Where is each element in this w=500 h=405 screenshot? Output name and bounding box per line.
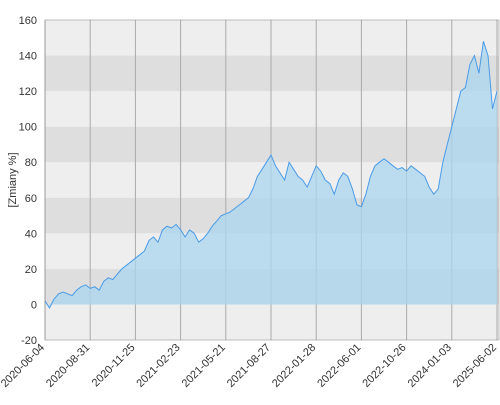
x-tick-label: 2020-11-25 [90,342,138,390]
x-tick-label: 2022-10-26 [360,342,408,390]
x-tick-label: 2020-08-31 [44,342,92,390]
line [44,41,498,310]
y-tick-label: 160 [19,15,37,27]
x-tick-label: 2021-05-21 [180,342,228,390]
x-tick-label: 2022-06-01 [315,342,363,390]
x-tick-label: 2025-06-02 [451,342,499,390]
grid-band [45,91,499,127]
grid-band [45,55,499,92]
x-tick-label: 2020-06-04 [0,342,47,390]
y-tick-label: 40 [25,228,37,240]
y-tick-label: 80 [25,157,37,169]
y-tick-label: 60 [25,193,37,205]
y-tick-label: 140 [19,51,37,63]
y-tick-label: 100 [19,122,37,134]
area [45,41,497,309]
y-tick-label: 20 [25,264,37,276]
grid-band [45,304,499,340]
y-tick-label: 120 [19,86,37,98]
grid-band [45,20,499,56]
y-tick-label: 0 [31,299,37,311]
y-tick-label: -20 [21,335,37,347]
x-tick-label: 2024-01-03 [406,342,454,390]
x-tick-label: 2022-01-28 [270,342,318,390]
plot-border [44,19,500,341]
y-axis-label: [Zmiany %] [7,152,19,207]
x-tick-label: 2021-02-23 [134,342,182,390]
x-tick-label: 2021-08-27 [225,342,273,390]
